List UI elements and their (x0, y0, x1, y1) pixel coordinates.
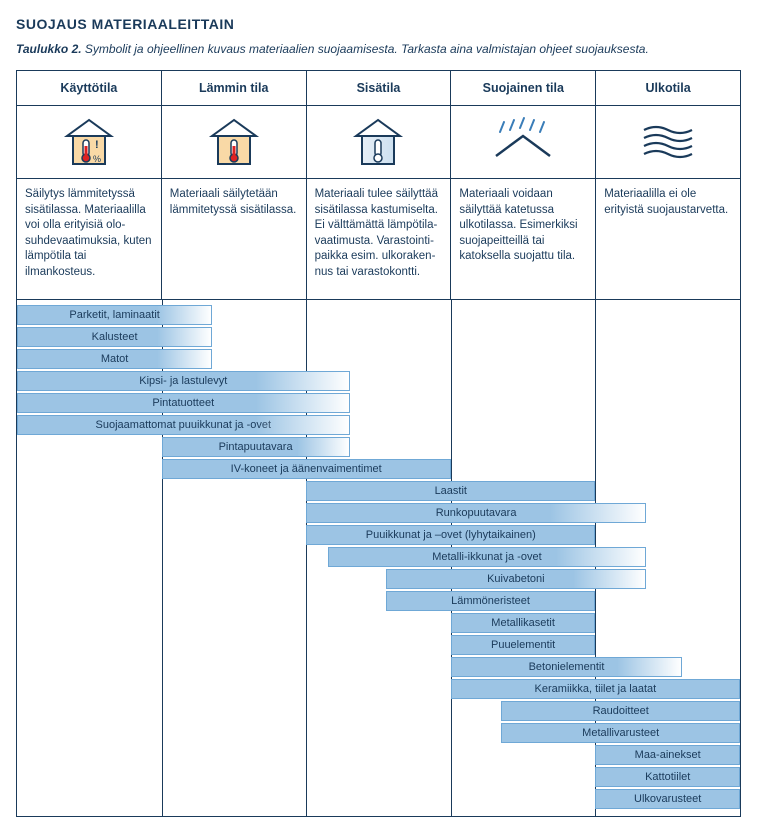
svg-text:!: ! (95, 139, 99, 151)
material-bar: Puuikkunat ja –ovet (lyhytaikainen) (306, 525, 595, 545)
bar-row: Matot (17, 348, 740, 370)
icon-cell: ! % (17, 106, 162, 178)
material-bar: Raudoitteet (501, 701, 740, 721)
caption-text: Symbolit ja ohjeellinen kuvaus materiaal… (85, 42, 649, 56)
caption-bold: Taulukko 2. (16, 42, 82, 56)
material-bar: Kipsi- ja lastulevyt (17, 371, 350, 391)
col-header: Sisätila (307, 71, 452, 105)
kayttotila-icon: ! % (61, 116, 117, 168)
suojainen-tila-icon (490, 116, 556, 168)
material-bar: Metalli-ikkunat ja -ovet (328, 547, 646, 567)
bar-row: Runkopuutavara (17, 502, 740, 524)
material-bar: Suojaamattomat puuikkunat ja -ovet (17, 415, 350, 435)
material-bar: Pintapuutavara (162, 437, 350, 457)
material-bar: Kattotiilet (595, 767, 740, 787)
bar-row: Lämmöneristeet (17, 590, 740, 612)
bar-row: Kipsi- ja lastulevyt (17, 370, 740, 392)
bar-row: Metalli-ikkunat ja -ovet (17, 546, 740, 568)
description-row: Säilytys lämmitetyssä sisätilassa. Mater… (17, 179, 740, 300)
material-bars-chart: Parketit, laminaatitKalusteetMatotKipsi-… (17, 300, 740, 816)
icon-cell (162, 106, 307, 178)
bar-row: Ulkovarusteet (17, 788, 740, 810)
col-header: Lämmin tila (162, 71, 307, 105)
material-bar: Kalusteet (17, 327, 212, 347)
col-header: Käyttötila (17, 71, 162, 105)
bar-row: Puuelementit (17, 634, 740, 656)
material-bar: Pintatuotteet (17, 393, 350, 413)
bar-row: Keramiikka, tiilet ja laatat (17, 678, 740, 700)
svg-text:%: % (93, 154, 101, 164)
bar-row: Raudoitteet (17, 700, 740, 722)
bar-row: Metallivarusteet (17, 722, 740, 744)
protection-table: Käyttötila Lämmin tila Sisätila Suojaine… (16, 70, 741, 817)
material-bar: Metallikasetit (451, 613, 596, 633)
col-description: Materiaali tulee säilyttää sisätilassa k… (307, 179, 452, 299)
ulkotila-icon (638, 122, 698, 162)
icon-row: ! % (17, 106, 740, 179)
bar-row: Kalusteet (17, 326, 740, 348)
bar-row: Laastit (17, 480, 740, 502)
icon-cell (596, 106, 740, 178)
material-bar: Runkopuutavara (306, 503, 646, 523)
material-bar: Betonielementit (451, 657, 682, 677)
bar-row: Parketit, laminaatit (17, 304, 740, 326)
material-bar: Lämmöneristeet (386, 591, 596, 611)
section-heading: SUOJAUS MATERIAALEITTAIN (16, 16, 741, 32)
icon-cell (307, 106, 452, 178)
material-bar: Puuelementit (451, 635, 596, 655)
material-bar: Maa-ainekset (595, 745, 740, 765)
material-bar: Keramiikka, tiilet ja laatat (451, 679, 740, 699)
material-bar: Laastit (306, 481, 595, 501)
bar-row: Kattotiilet (17, 766, 740, 788)
bar-row: Pintatuotteet (17, 392, 740, 414)
bar-row: Betonielementit (17, 656, 740, 678)
col-header: Suojainen tila (451, 71, 596, 105)
header-row: Käyttötila Lämmin tila Sisätila Suojaine… (17, 71, 740, 106)
icon-cell (451, 106, 596, 178)
col-description: Säilytys lämmitetyssä sisätilassa. Mater… (17, 179, 162, 299)
col-description: Materiaali säilytetään lämmitetyssä sisä… (162, 179, 307, 299)
bar-row: Kuivabetoni (17, 568, 740, 590)
material-bar: Kuivabetoni (386, 569, 646, 589)
bar-row: Pintapuutavara (17, 436, 740, 458)
sisatila-icon (350, 116, 406, 168)
material-bar: Parketit, laminaatit (17, 305, 212, 325)
material-bar: Ulkovarusteet (595, 789, 740, 809)
material-bar: Matot (17, 349, 212, 369)
bar-row: Maa-ainekset (17, 744, 740, 766)
bar-row: IV-koneet ja äänenvaimentimet (17, 458, 740, 480)
table-caption: Taulukko 2. Symbolit ja ohjeellinen kuva… (16, 42, 741, 56)
material-bar: IV-koneet ja äänenvaimentimet (162, 459, 451, 479)
material-bar: Metallivarusteet (501, 723, 740, 743)
bar-row: Puuikkunat ja –ovet (lyhytaikainen) (17, 524, 740, 546)
bar-row: Suojaamattomat puuikkunat ja -ovet (17, 414, 740, 436)
bar-row: Metallikasetit (17, 612, 740, 634)
col-header: Ulkotila (596, 71, 740, 105)
col-description: Materiaalilla ei ole erityistä suojausta… (596, 179, 740, 299)
col-description: Materiaali voidaan säilyttää katetussa u… (451, 179, 596, 299)
lammin-tila-icon (206, 116, 262, 168)
